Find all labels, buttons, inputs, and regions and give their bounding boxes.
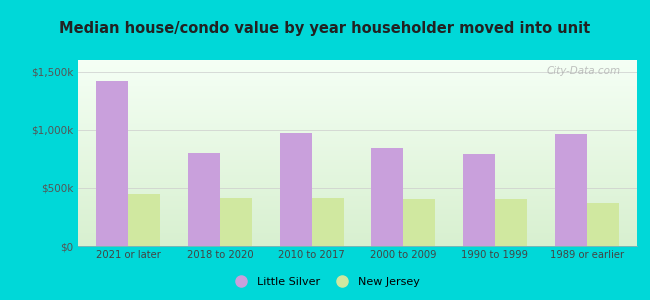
Bar — [220, 198, 252, 246]
Legend: Little Silver, New Jersey: Little Silver, New Jersey — [226, 273, 424, 291]
Bar — [554, 134, 586, 246]
Bar — [96, 81, 129, 246]
Bar — [129, 194, 161, 246]
Bar — [495, 199, 527, 246]
Bar — [312, 198, 344, 246]
Bar — [371, 148, 403, 246]
Bar — [188, 153, 220, 246]
Bar — [586, 203, 619, 246]
Bar — [463, 154, 495, 246]
Text: City-Data.com: City-Data.com — [546, 66, 620, 76]
Bar — [403, 199, 436, 246]
Text: Median house/condo value by year householder moved into unit: Median house/condo value by year househo… — [59, 21, 591, 36]
Bar — [280, 133, 312, 246]
